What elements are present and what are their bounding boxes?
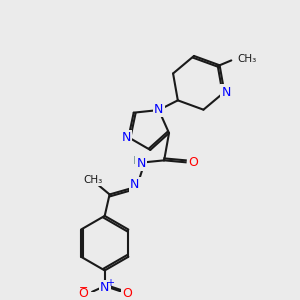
Text: CH₃: CH₃ [237, 54, 256, 64]
Text: O: O [188, 156, 198, 169]
Text: CH₃: CH₃ [83, 175, 103, 185]
Text: N: N [154, 103, 164, 116]
Text: N: N [136, 157, 146, 170]
Text: N: N [130, 178, 140, 191]
Text: N: N [122, 131, 131, 144]
Text: N: N [222, 85, 231, 99]
Text: O: O [78, 287, 88, 300]
Text: −: − [79, 283, 88, 293]
Text: H: H [133, 156, 141, 166]
Text: +: + [106, 278, 114, 288]
Text: O: O [122, 287, 132, 300]
Text: N: N [100, 281, 110, 295]
